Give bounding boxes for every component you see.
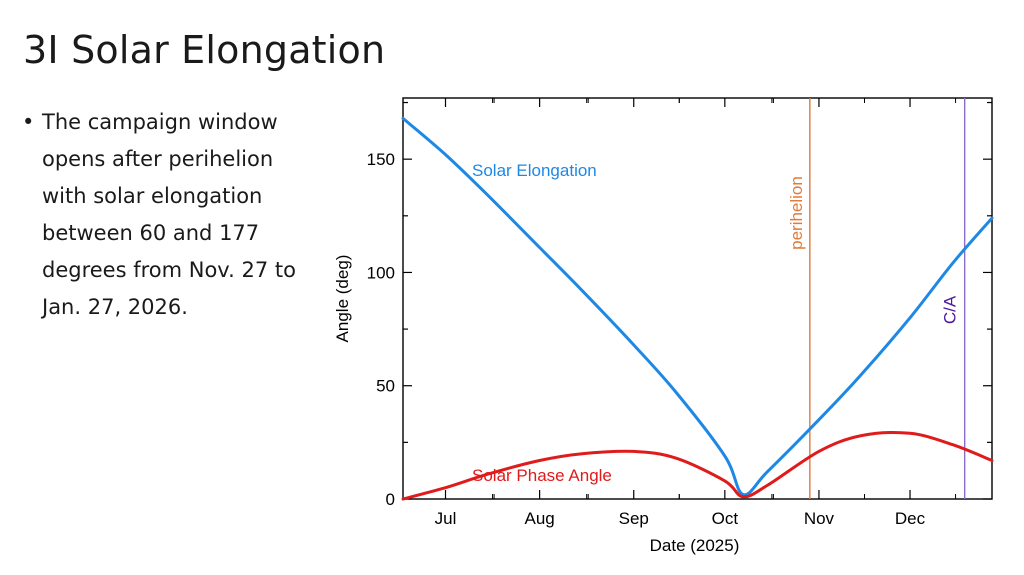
bullet-dot-icon: • bbox=[22, 110, 35, 134]
series-label-solar-elongation: Solar Elongation bbox=[472, 161, 597, 180]
x-tick-label: Aug bbox=[524, 509, 554, 528]
series-label-solar-phase-angle: Solar Phase Angle bbox=[472, 466, 612, 485]
y-tick-label: 150 bbox=[367, 150, 395, 169]
angle-chart: 0 50 100 150 Jul Aug Sep Oct Nov Dec Date (2025) An… bbox=[333, 97, 994, 555]
plot-frame bbox=[402, 97, 993, 500]
bullet-text: The campaign window opens after periheli… bbox=[42, 110, 296, 319]
x-tick-label: Dec bbox=[895, 509, 926, 528]
x-axis-title: Date (2025) bbox=[650, 536, 740, 555]
y-tick-label: 50 bbox=[376, 377, 395, 396]
y-tick-label: 0 bbox=[386, 490, 395, 509]
series-line-solar-elongation bbox=[401, 116, 994, 497]
x-tick-label: Nov bbox=[804, 509, 835, 528]
bullet-item: • The campaign window opens after perihe… bbox=[22, 104, 322, 326]
y-tick-label: 100 bbox=[367, 263, 395, 282]
vline-label-ca: C/A bbox=[941, 295, 960, 324]
x-tick-label: Jul bbox=[435, 509, 457, 528]
bullet-list: • The campaign window opens after perihe… bbox=[22, 104, 322, 326]
slide-title: 3I Solar Elongation bbox=[23, 28, 386, 72]
x-tick-label: Oct bbox=[712, 509, 739, 528]
y-axis-title: Angle (deg) bbox=[333, 255, 352, 343]
x-tick-label: Sep bbox=[619, 509, 649, 528]
series-line-solar-phase-angle bbox=[401, 431, 994, 501]
vline-label-perihelion: perihelion bbox=[787, 176, 806, 250]
